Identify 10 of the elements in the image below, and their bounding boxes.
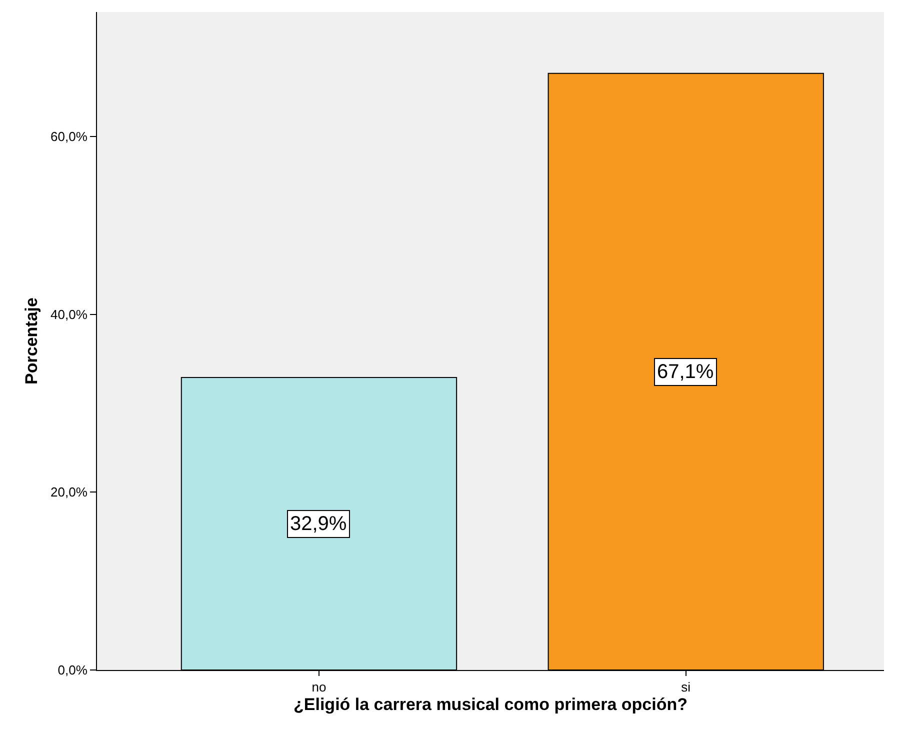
y-axis-title: Porcentaje: [22, 298, 42, 384]
x-tick-label: si: [681, 680, 691, 695]
x-tick-label: no: [312, 680, 326, 695]
x-axis-title: ¿Eligió la carrera musical como primera opción?: [294, 695, 688, 714]
data-label: 67,1%: [657, 361, 714, 383]
y-tick-label: 20,0%: [50, 484, 88, 500]
y-tick-label: 40,0%: [50, 306, 88, 322]
data-label: 32,9%: [290, 513, 347, 535]
y-tick-label: 60,0%: [50, 129, 88, 144]
y-tick-label: 0,0%: [58, 662, 88, 678]
